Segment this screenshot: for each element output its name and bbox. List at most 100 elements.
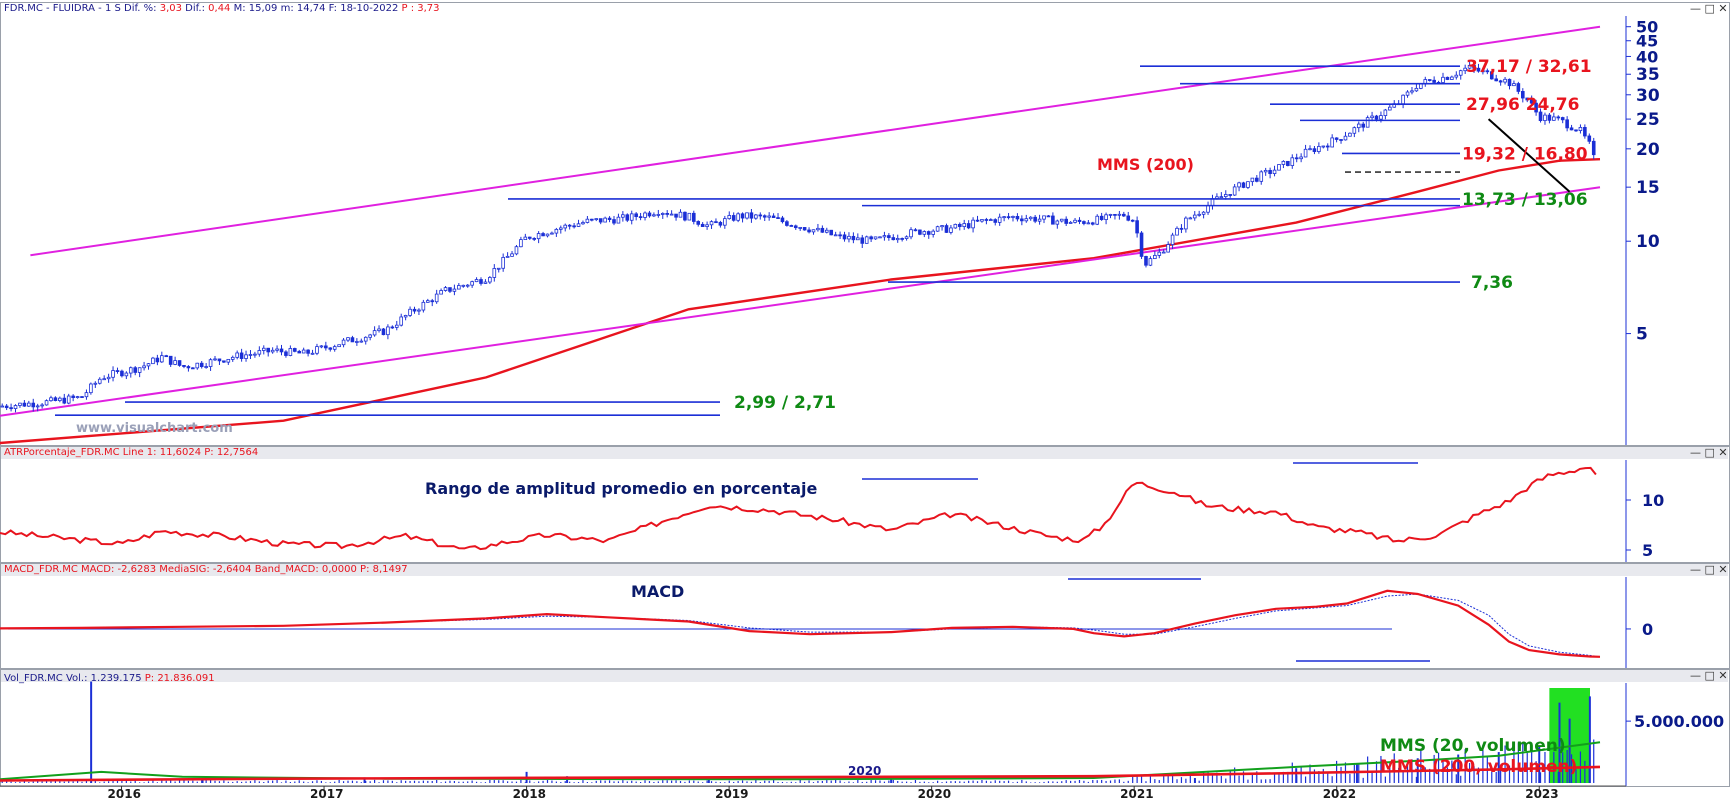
candle-body (266, 347, 271, 353)
candle-body (935, 226, 940, 232)
candle-body (780, 217, 785, 223)
macd-plot (0, 578, 1601, 662)
candle-body (381, 328, 386, 336)
candle-body (492, 268, 497, 278)
candle-body (1516, 83, 1521, 92)
candle-body (953, 223, 958, 229)
candle-body (386, 326, 390, 336)
level-label: 7,36 (1471, 273, 1513, 293)
x-tick-label: 2022 (1323, 787, 1356, 799)
candle-body (1560, 117, 1565, 121)
candle-body (1228, 194, 1233, 196)
candle-body (1365, 117, 1370, 128)
candle-body (217, 358, 222, 362)
candle-body (430, 300, 435, 303)
candle-body (1175, 227, 1179, 236)
candle-body (1583, 127, 1587, 137)
candle-body (1157, 251, 1162, 256)
candle-body (213, 358, 217, 361)
candle-body (1489, 71, 1494, 80)
candle-body (1237, 182, 1241, 188)
y-tick-label: 0 (1642, 620, 1653, 639)
candle-body (253, 353, 257, 356)
x-tick-label: 2019 (715, 787, 748, 799)
candle-body (1068, 221, 1073, 224)
candle-body (1290, 157, 1295, 166)
candle-body (984, 219, 989, 221)
atr-title: Rango de amplitud promedio en porcentaje (425, 479, 818, 498)
candle-body (785, 221, 789, 226)
candle-body (816, 227, 820, 231)
candle-body (102, 378, 106, 381)
line-channel-lower (0, 186, 1601, 417)
candle-body (1538, 111, 1543, 122)
panel-header-band (1, 564, 1728, 576)
candle-body (1277, 164, 1281, 171)
candle-body (1494, 78, 1499, 82)
candle-body (745, 212, 749, 219)
candle-body (909, 229, 913, 238)
candle-body (13, 405, 18, 410)
candle-body (1259, 171, 1264, 182)
candle-body (740, 213, 745, 219)
candle-body (931, 230, 935, 235)
candle-body (368, 334, 372, 338)
y-tick-label: 30 (1636, 86, 1660, 106)
y-tick-label: 35 (1636, 65, 1660, 85)
candle-body (1192, 214, 1197, 219)
candle-body (811, 229, 816, 233)
candle-body (1139, 232, 1144, 257)
vol-ma200-label: MMS (200, volumen) (1380, 757, 1577, 777)
candle-body (1370, 115, 1374, 119)
candle-body (864, 236, 869, 244)
candle-body (1130, 219, 1135, 222)
candle-body (1015, 215, 1020, 220)
candle-body (452, 288, 457, 292)
candle-body (550, 232, 554, 235)
candle-body (949, 227, 953, 233)
candle-body (377, 328, 381, 332)
candle-body (793, 225, 798, 229)
candle-body (563, 224, 568, 229)
candle-body (1135, 220, 1139, 234)
candle-body (1086, 222, 1091, 225)
candle-body (940, 225, 944, 228)
y-tick-label: 45 (1636, 32, 1658, 51)
candle-body (315, 346, 319, 354)
atr-panel: ATRPorcentaje_FDR.MC Line 1: 11,6024 P: … (0, 447, 1664, 560)
candle-body (421, 301, 426, 311)
candle-body (1450, 76, 1454, 80)
candle-body (1383, 109, 1388, 116)
candle-body (629, 213, 634, 221)
y-tick-label: 5 (1636, 325, 1648, 345)
candle-body (186, 366, 191, 369)
candle-body (1303, 148, 1308, 158)
candle-body (408, 308, 412, 316)
candle-body (372, 330, 377, 336)
candle-body (1574, 129, 1578, 132)
candle-body (439, 290, 443, 295)
candle-body (49, 397, 53, 402)
candle-body (53, 397, 58, 402)
candle-body (465, 284, 470, 287)
candle-body (714, 221, 718, 224)
candle-body (1006, 216, 1011, 219)
candle-body (1201, 211, 1206, 215)
candle-body (1099, 215, 1104, 220)
candle-body (93, 382, 98, 385)
candle-body (922, 231, 927, 235)
candle-body (1339, 139, 1343, 141)
candle-body (585, 218, 590, 223)
candle-body (1161, 251, 1166, 254)
candle-body (417, 309, 421, 312)
candle-body (1250, 177, 1255, 183)
candle-body (310, 352, 315, 355)
level-label: 27,96 24,76 (1466, 95, 1579, 115)
candle-body (1552, 116, 1556, 121)
macd-panel: MACD_FDR.MC MACD: -2,6283 MediaSIG: -2,6… (0, 564, 1653, 662)
candle-body (199, 362, 204, 368)
candle-body (944, 225, 949, 233)
candle-body (1104, 214, 1108, 220)
